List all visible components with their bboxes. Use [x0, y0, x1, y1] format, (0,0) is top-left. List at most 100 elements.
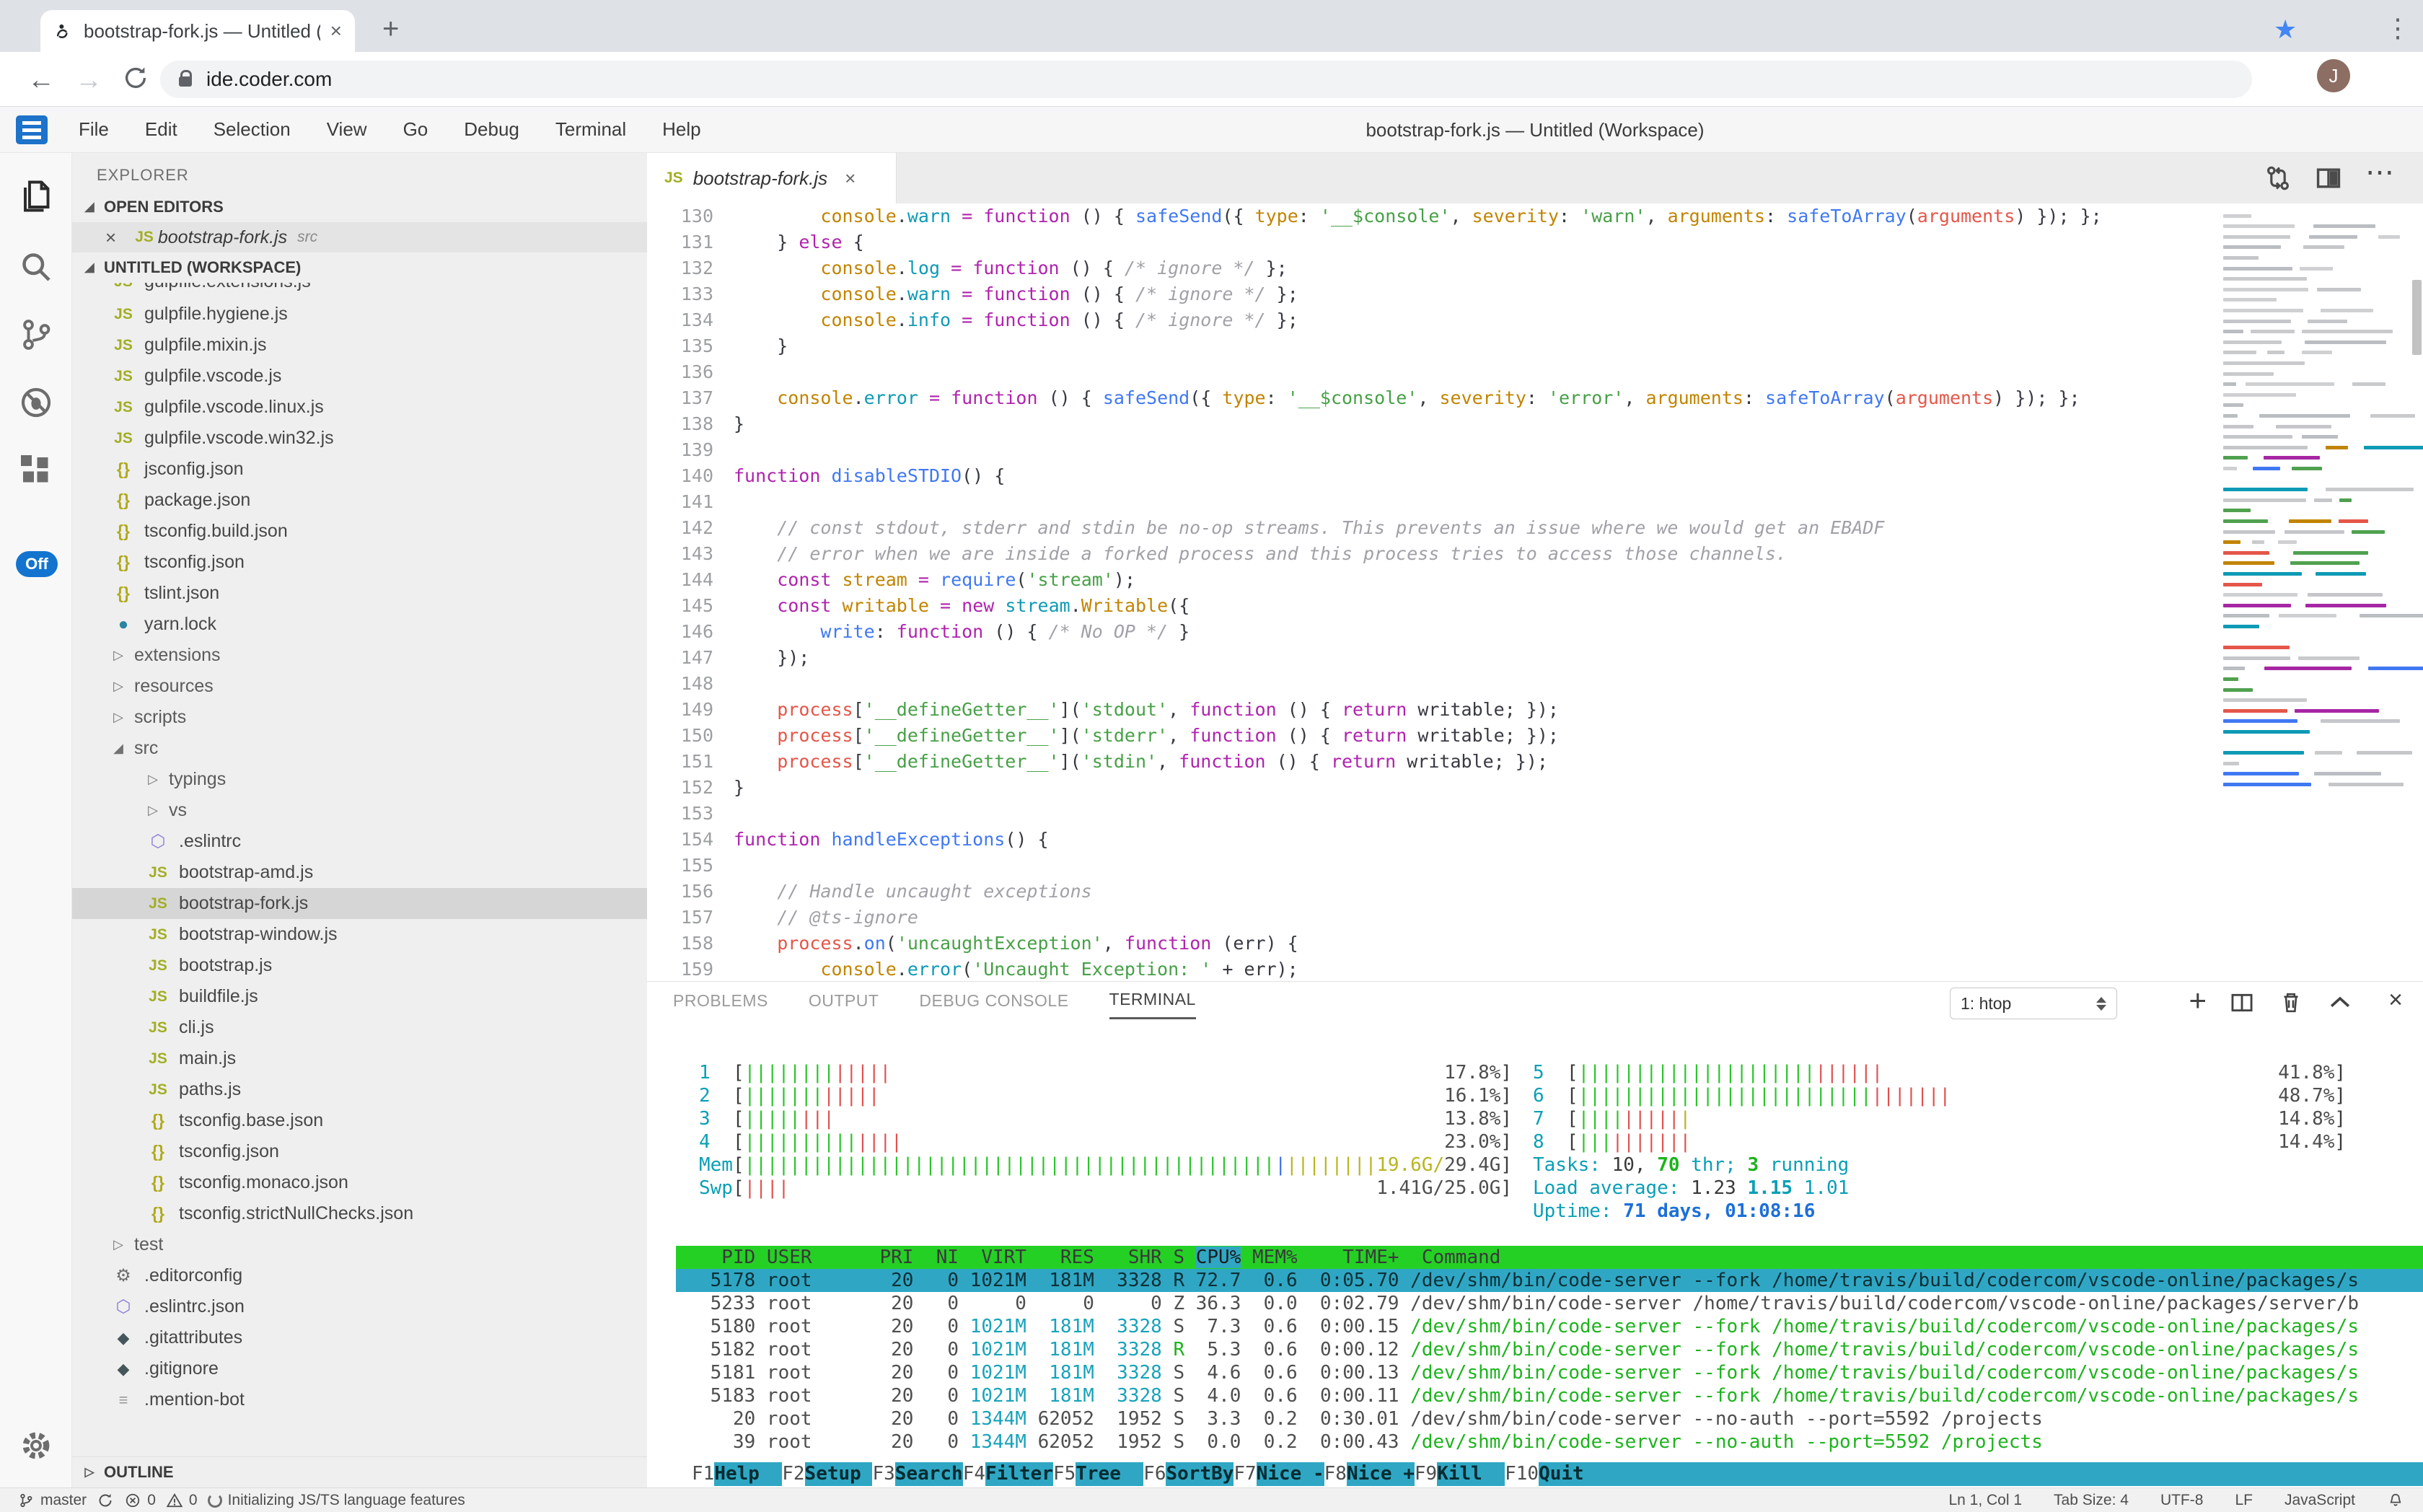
- tree-item[interactable]: JS cli.js: [72, 1012, 647, 1043]
- code-line[interactable]: 156 // Handle uncaught exceptions: [680, 881, 1092, 902]
- bookmark-star-icon[interactable]: ★: [2274, 14, 2297, 44]
- tree-item[interactable]: JS gulpfile.vscode.linux.js: [72, 392, 647, 423]
- tab-close-icon[interactable]: ×: [845, 167, 856, 189]
- close-panel-icon[interactable]: ×: [2388, 986, 2403, 1014]
- reload-icon[interactable]: [123, 65, 149, 91]
- menu-help[interactable]: Help: [662, 118, 701, 140]
- url-text[interactable]: ide.coder.com: [206, 68, 333, 90]
- htop-process-row[interactable]: 5183 root 20 0 1021M 181M 3328 S 4.0 0.6…: [699, 1385, 2360, 1407]
- tree-item[interactable]: ▷ resources: [113, 676, 214, 696]
- tree-item[interactable]: ◢ src: [113, 738, 159, 758]
- address-bar[interactable]: ide.coder.com: [160, 61, 2252, 98]
- app-logo-icon[interactable]: [16, 115, 48, 144]
- tree-item[interactable]: ▷ scripts: [113, 707, 187, 727]
- code-line[interactable]: 145 const writable = new stream.Writable…: [680, 595, 1190, 616]
- code-line[interactable]: 134 console.info = function () { /* igno…: [680, 309, 1298, 330]
- branch-indicator[interactable]: master: [17, 1492, 87, 1509]
- maximize-panel-icon[interactable]: [2326, 989, 2354, 1020]
- code-line[interactable]: 139: [680, 439, 713, 460]
- source-control-icon[interactable]: [0, 317, 72, 352]
- htop-process-row[interactable]: 5182 root 20 0 1021M 181M 3328 R 5.3 0.6…: [699, 1339, 2360, 1361]
- tree-item[interactable]: {} tsconfig.json: [72, 1136, 647, 1167]
- code-line[interactable]: 155: [680, 855, 713, 876]
- htop-header-row[interactable]: PID USER PRI NI VIRT RES SHR S CPU% MEM%…: [676, 1246, 2423, 1269]
- more-actions-icon[interactable]: ⋯: [2365, 157, 2394, 188]
- tree-item[interactable]: {} tsconfig.monaco.json: [72, 1167, 647, 1198]
- kill-terminal-icon[interactable]: [2277, 989, 2305, 1020]
- new-tab-button[interactable]: +: [382, 13, 400, 45]
- explorer-icon[interactable]: [0, 179, 72, 214]
- back-icon[interactable]: ←: [27, 65, 55, 95]
- tree-item[interactable]: ◆ .gitignore: [72, 1353, 647, 1384]
- panel-tab-problems[interactable]: PROBLEMS: [673, 990, 768, 1010]
- browser-tab[interactable]: bootstrap-fork.js — Untitled (V ×: [40, 10, 355, 52]
- code-line[interactable]: 154 function handleExceptions() {: [680, 829, 1049, 850]
- terminal[interactable]: 1 [||||||||||||| 17.8%] 5 [|||||||||||||||…: [676, 1019, 2423, 1487]
- htop-process-row[interactable]: 5181 root 20 0 1021M 181M 3328 S 4.6 0.6…: [699, 1362, 2360, 1384]
- code-line[interactable]: 152}: [680, 777, 745, 798]
- code-line[interactable]: 136: [680, 361, 713, 382]
- tree-item[interactable]: JS gulpfile.vscode.win32.js: [72, 423, 647, 454]
- minimap[interactable]: [2220, 203, 2423, 802]
- code-line[interactable]: 138}: [680, 413, 745, 434]
- status-item[interactable]: UTF-8: [2160, 1491, 2204, 1508]
- gear-icon[interactable]: [0, 1428, 72, 1463]
- tree-item[interactable]: JS bootstrap.js: [72, 950, 647, 981]
- code-line[interactable]: 158 process.on('uncaughtException', func…: [680, 933, 1298, 954]
- code-line[interactable]: 159 console.error('Uncaught Exception: '…: [680, 959, 1298, 980]
- code-line[interactable]: 130 console.warn = function () { safeSen…: [680, 206, 2102, 227]
- tree-item[interactable]: JS gulpfile.mixin.js: [72, 330, 647, 361]
- open-editor-item[interactable]: × JS bootstrap-fork.js src: [72, 222, 647, 252]
- code-line[interactable]: 146 write: function () { /* No OP */ }: [680, 621, 1190, 642]
- new-terminal-icon[interactable]: +: [2189, 983, 2207, 1017]
- code-line[interactable]: 132 console.log = function () { /* ignor…: [680, 258, 1288, 278]
- status-item[interactable]: Tab Size: 4: [2054, 1491, 2129, 1508]
- menu-edit[interactable]: Edit: [144, 118, 177, 140]
- status-badge[interactable]: Off: [16, 551, 58, 577]
- errors-indicator[interactable]: 0: [124, 1492, 156, 1509]
- menu-terminal[interactable]: Terminal: [555, 118, 627, 140]
- status-item[interactable]: Ln 1, Col 1: [1948, 1491, 2023, 1508]
- code-line[interactable]: 140 function disableSTDIO() {: [680, 465, 1006, 486]
- editor-scrollbar[interactable]: [2412, 280, 2422, 355]
- tree-item[interactable]: {} tsconfig.strictNullChecks.json: [72, 1198, 647, 1229]
- tree-item[interactable]: ◆ .gitattributes: [72, 1322, 647, 1353]
- menu-go[interactable]: Go: [403, 118, 428, 140]
- code-line[interactable]: 148: [680, 673, 713, 694]
- htop-process-row[interactable]: 20 root 20 0 1344M 62052 1952 S 3.3 0.2 …: [699, 1408, 2043, 1430]
- tree-item[interactable]: ⬡ .eslintrc: [72, 826, 647, 857]
- avatar[interactable]: J: [2317, 59, 2350, 92]
- close-icon[interactable]: ×: [105, 226, 117, 248]
- menu-selection[interactable]: Selection: [213, 118, 291, 140]
- tree-item[interactable]: JS gulpfile.vscode.js: [72, 361, 647, 392]
- code-line[interactable]: 135 }: [680, 335, 788, 356]
- htop-fkey-bar[interactable]: F1 Help F2 Setup F3 Search F4 Filter F5 Tree F6…: [692, 1462, 2423, 1486]
- tree-item[interactable]: {} package.json: [72, 485, 647, 516]
- split-terminal-icon[interactable]: [2228, 989, 2256, 1020]
- tree-item[interactable]: ≡ .mention-bot: [72, 1384, 647, 1415]
- workspace-section[interactable]: ◢ UNTITLED (WORKSPACE): [72, 252, 647, 283]
- tree-item[interactable]: JS buildfile.js: [72, 981, 647, 1012]
- warnings-indicator[interactable]: 0: [166, 1492, 198, 1509]
- status-item[interactable]: LF: [2235, 1491, 2253, 1508]
- extensions-icon[interactable]: [0, 453, 72, 488]
- htop-process-row[interactable]: 5233 root 20 0 0 0 0 Z 36.3 0.0 0:02.79 …: [699, 1293, 2360, 1314]
- search-icon[interactable]: [0, 250, 72, 284]
- tree-item[interactable]: JS gulpfile.hygiene.js: [72, 299, 647, 330]
- code-line[interactable]: 131 } else {: [680, 232, 864, 252]
- terminal-select[interactable]: 1: htop: [1950, 988, 2117, 1019]
- tree-item[interactable]: ▷ extensions: [113, 645, 221, 665]
- tree-item[interactable]: {} tsconfig.base.json: [72, 1105, 647, 1136]
- code-line[interactable]: 144 const stream = require('stream');: [680, 569, 1135, 590]
- tree-item[interactable]: ▷ vs: [148, 800, 187, 820]
- tree-item[interactable]: {} tsconfig.json: [72, 547, 647, 578]
- htop-process-row[interactable]: 39 root 20 0 1344M 62052 1952 S 0.0 0.2 …: [699, 1431, 2043, 1453]
- bell-icon[interactable]: [2387, 1492, 2404, 1509]
- panel-tab-terminal[interactable]: TERMINAL: [1109, 982, 1196, 1019]
- menu-file[interactable]: File: [79, 118, 109, 140]
- tree-item[interactable]: ● yarn.lock: [72, 609, 647, 640]
- code-line[interactable]: 153: [680, 803, 713, 824]
- code-line[interactable]: 147 });: [680, 647, 810, 668]
- tree-item[interactable]: JS bootstrap-amd.js: [72, 857, 647, 888]
